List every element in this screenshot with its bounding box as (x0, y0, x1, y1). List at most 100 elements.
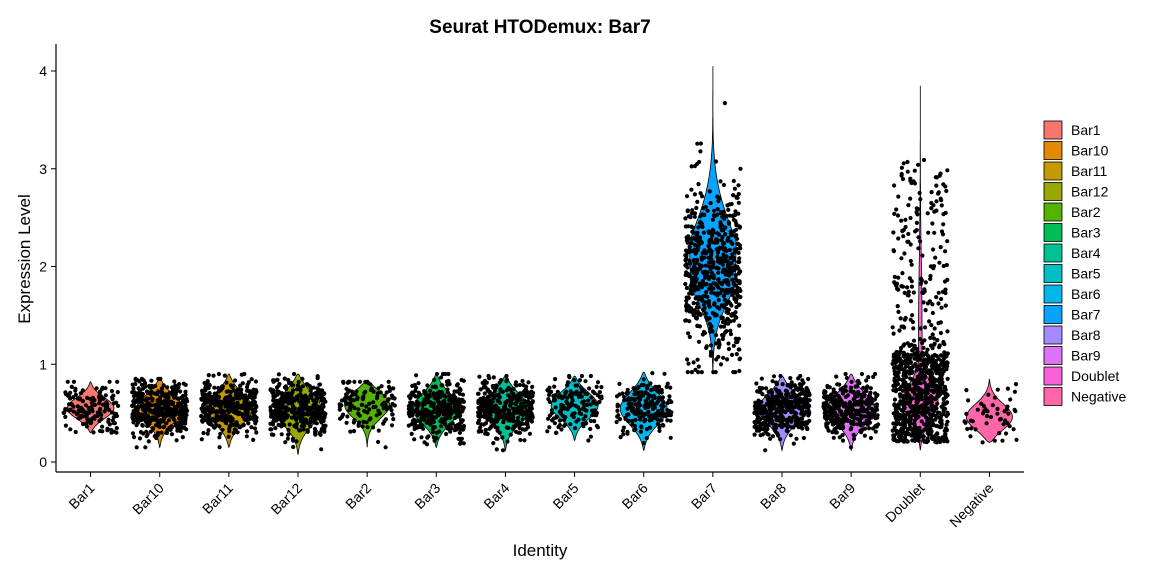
data-point (909, 427, 914, 432)
data-point (731, 288, 736, 293)
data-point (932, 336, 937, 341)
data-point (914, 220, 920, 225)
data-point (150, 415, 155, 420)
data-point (271, 397, 276, 402)
legend-swatch-bar8 (1043, 325, 1063, 345)
data-point (226, 414, 231, 419)
data-point (179, 413, 184, 418)
data-point (434, 371, 440, 377)
data-point (422, 417, 427, 422)
data-point (779, 395, 785, 400)
data-point (271, 432, 276, 437)
data-point (298, 428, 303, 433)
data-point (687, 274, 693, 279)
data-point (279, 432, 284, 437)
data-point (908, 360, 913, 365)
data-point (803, 410, 808, 415)
data-point (220, 384, 225, 389)
data-point (139, 382, 144, 387)
data-point (692, 269, 697, 274)
data-point (713, 159, 719, 164)
data-point (245, 411, 250, 416)
data-point (587, 386, 592, 391)
data-point (865, 410, 870, 415)
data-point (489, 400, 494, 405)
data-point (291, 438, 296, 443)
data-point (736, 336, 741, 341)
data-point (912, 168, 917, 173)
data-point (897, 328, 902, 333)
data-point (786, 405, 791, 410)
data-point (133, 405, 138, 410)
data-point (684, 194, 690, 199)
data-point (254, 430, 259, 435)
data-point (438, 424, 444, 429)
data-point (687, 334, 692, 340)
data-point (936, 356, 941, 361)
data-point (389, 423, 395, 428)
data-point (992, 438, 997, 443)
data-point (287, 381, 292, 386)
data-point (696, 182, 701, 187)
data-point (166, 395, 171, 400)
data-point (870, 398, 876, 403)
data-point (530, 393, 535, 399)
data-point (899, 165, 905, 170)
data-point (928, 276, 933, 282)
data-point (725, 259, 730, 264)
data-point (361, 419, 366, 424)
data-point (417, 393, 422, 398)
data-point (301, 427, 306, 432)
data-point (635, 390, 640, 396)
data-point (778, 437, 783, 442)
data-point (730, 252, 735, 257)
data-point (273, 401, 278, 406)
data-point (687, 319, 692, 324)
data-point (295, 415, 300, 420)
data-point (720, 214, 725, 220)
data-point (667, 398, 672, 403)
data-point (911, 326, 916, 331)
data-point (509, 390, 514, 395)
data-point (725, 290, 730, 295)
data-point (511, 407, 517, 413)
data-point (660, 410, 665, 415)
data-point (490, 406, 495, 411)
data-point (572, 426, 578, 431)
data-point (687, 261, 693, 266)
data-point (284, 391, 289, 396)
data-point (552, 397, 557, 402)
data-point (94, 386, 99, 391)
data-point (691, 301, 696, 306)
data-point (724, 329, 729, 334)
data-point (718, 210, 723, 216)
data-point (617, 417, 622, 422)
data-point (322, 429, 327, 434)
data-point (279, 397, 284, 402)
data-point (547, 385, 552, 390)
data-point (437, 406, 442, 412)
data-point (684, 270, 689, 275)
data-point (557, 393, 562, 398)
data-point (289, 409, 294, 414)
data-point (565, 380, 571, 385)
data-point (628, 405, 633, 410)
data-point (579, 373, 585, 379)
data-point (547, 399, 552, 404)
data-point (662, 371, 667, 376)
data-point (505, 439, 510, 444)
data-point (641, 441, 646, 446)
data-point (785, 429, 790, 434)
data-point (923, 325, 928, 330)
data-point (901, 343, 906, 348)
data-point (729, 261, 734, 266)
data-point (171, 400, 176, 406)
data-point (576, 417, 581, 422)
data-point (87, 407, 92, 412)
data-point (874, 404, 879, 409)
data-point (134, 445, 139, 450)
data-point (930, 346, 935, 351)
data-point (917, 337, 923, 342)
data-point (783, 417, 789, 422)
data-point (594, 413, 599, 418)
